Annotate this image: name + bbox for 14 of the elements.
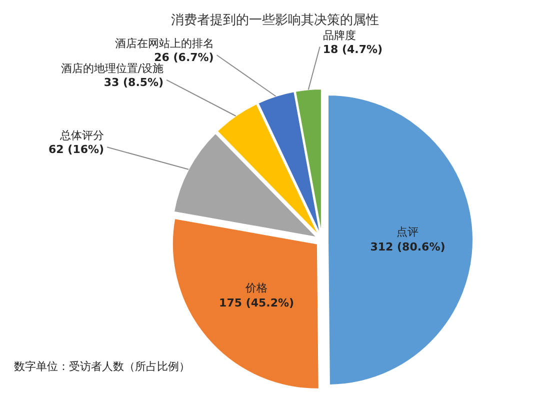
chart-title: 消费者提到的一些影响其决策的属性	[171, 13, 379, 28]
slice-label: 品牌度	[322, 28, 356, 42]
text: 数字单位：受访者人数（所占比例）	[14, 360, 190, 373]
data-label: 33 (8.5%)	[104, 76, 164, 89]
slice-label: 酒店在网站上的排名	[114, 37, 214, 50]
slice-label: 酒店的地理位置/设施	[60, 62, 164, 75]
data-label: 62 (16%)	[48, 143, 104, 156]
slice-label: 总体评分	[59, 129, 104, 142]
slice-label: 价格	[244, 281, 268, 294]
data-label: 18 (4.7%)	[322, 42, 383, 56]
slice-label: 点评	[396, 226, 419, 239]
data-label: 26 (6.7%)	[154, 51, 214, 64]
data-label: 312 (80.6%)	[370, 240, 446, 254]
data-label: 175 (45.2%)	[219, 296, 294, 310]
